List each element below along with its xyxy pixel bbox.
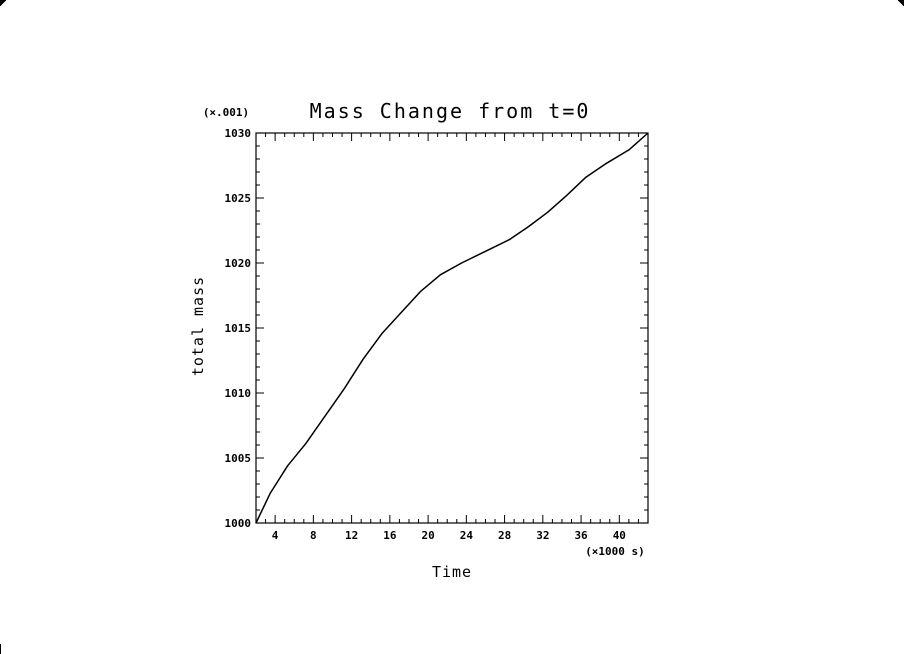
- x-tick-label: 32: [536, 529, 549, 542]
- y-tick-label: 1005: [225, 452, 252, 465]
- x-axis-label: Time: [432, 563, 472, 581]
- x-tick-label: 16: [383, 529, 397, 542]
- plot-frame: [255, 132, 649, 524]
- x-tick-label: 28: [498, 529, 511, 542]
- chart-title: Mass Change from t=0: [310, 99, 591, 123]
- x-tick-label: 36: [574, 529, 588, 542]
- series-line: [255, 132, 649, 524]
- y-tick-label: 1010: [225, 387, 252, 400]
- y-tick-label: 1020: [225, 257, 252, 270]
- y-axis-label: total mass: [189, 276, 207, 376]
- y-tick-label: 1000: [225, 517, 252, 530]
- x-tick-label: 8: [310, 529, 317, 542]
- x-tick-label: 4: [272, 529, 279, 542]
- x-tick-label: 20: [421, 529, 434, 542]
- x-tick-label: 24: [460, 529, 474, 542]
- axis-ticks: [255, 132, 649, 524]
- x-tick-labels: 4 8 12 16 20 24 28 32 36 40: [272, 529, 626, 542]
- y-tick-label: 1030: [225, 127, 252, 140]
- x-scale-note: (×1000 s): [585, 545, 645, 558]
- y-scale-note: (×.001): [203, 106, 249, 119]
- plot-lines: [255, 132, 649, 524]
- x-tick-label: 40: [613, 529, 626, 542]
- x-tick-label: 12: [345, 529, 358, 542]
- y-tick-labels: 1000 1005 1010 1015 1020 1025 1030: [225, 127, 252, 530]
- y-tick-label: 1015: [225, 322, 252, 335]
- y-tick-label: 1025: [225, 192, 252, 205]
